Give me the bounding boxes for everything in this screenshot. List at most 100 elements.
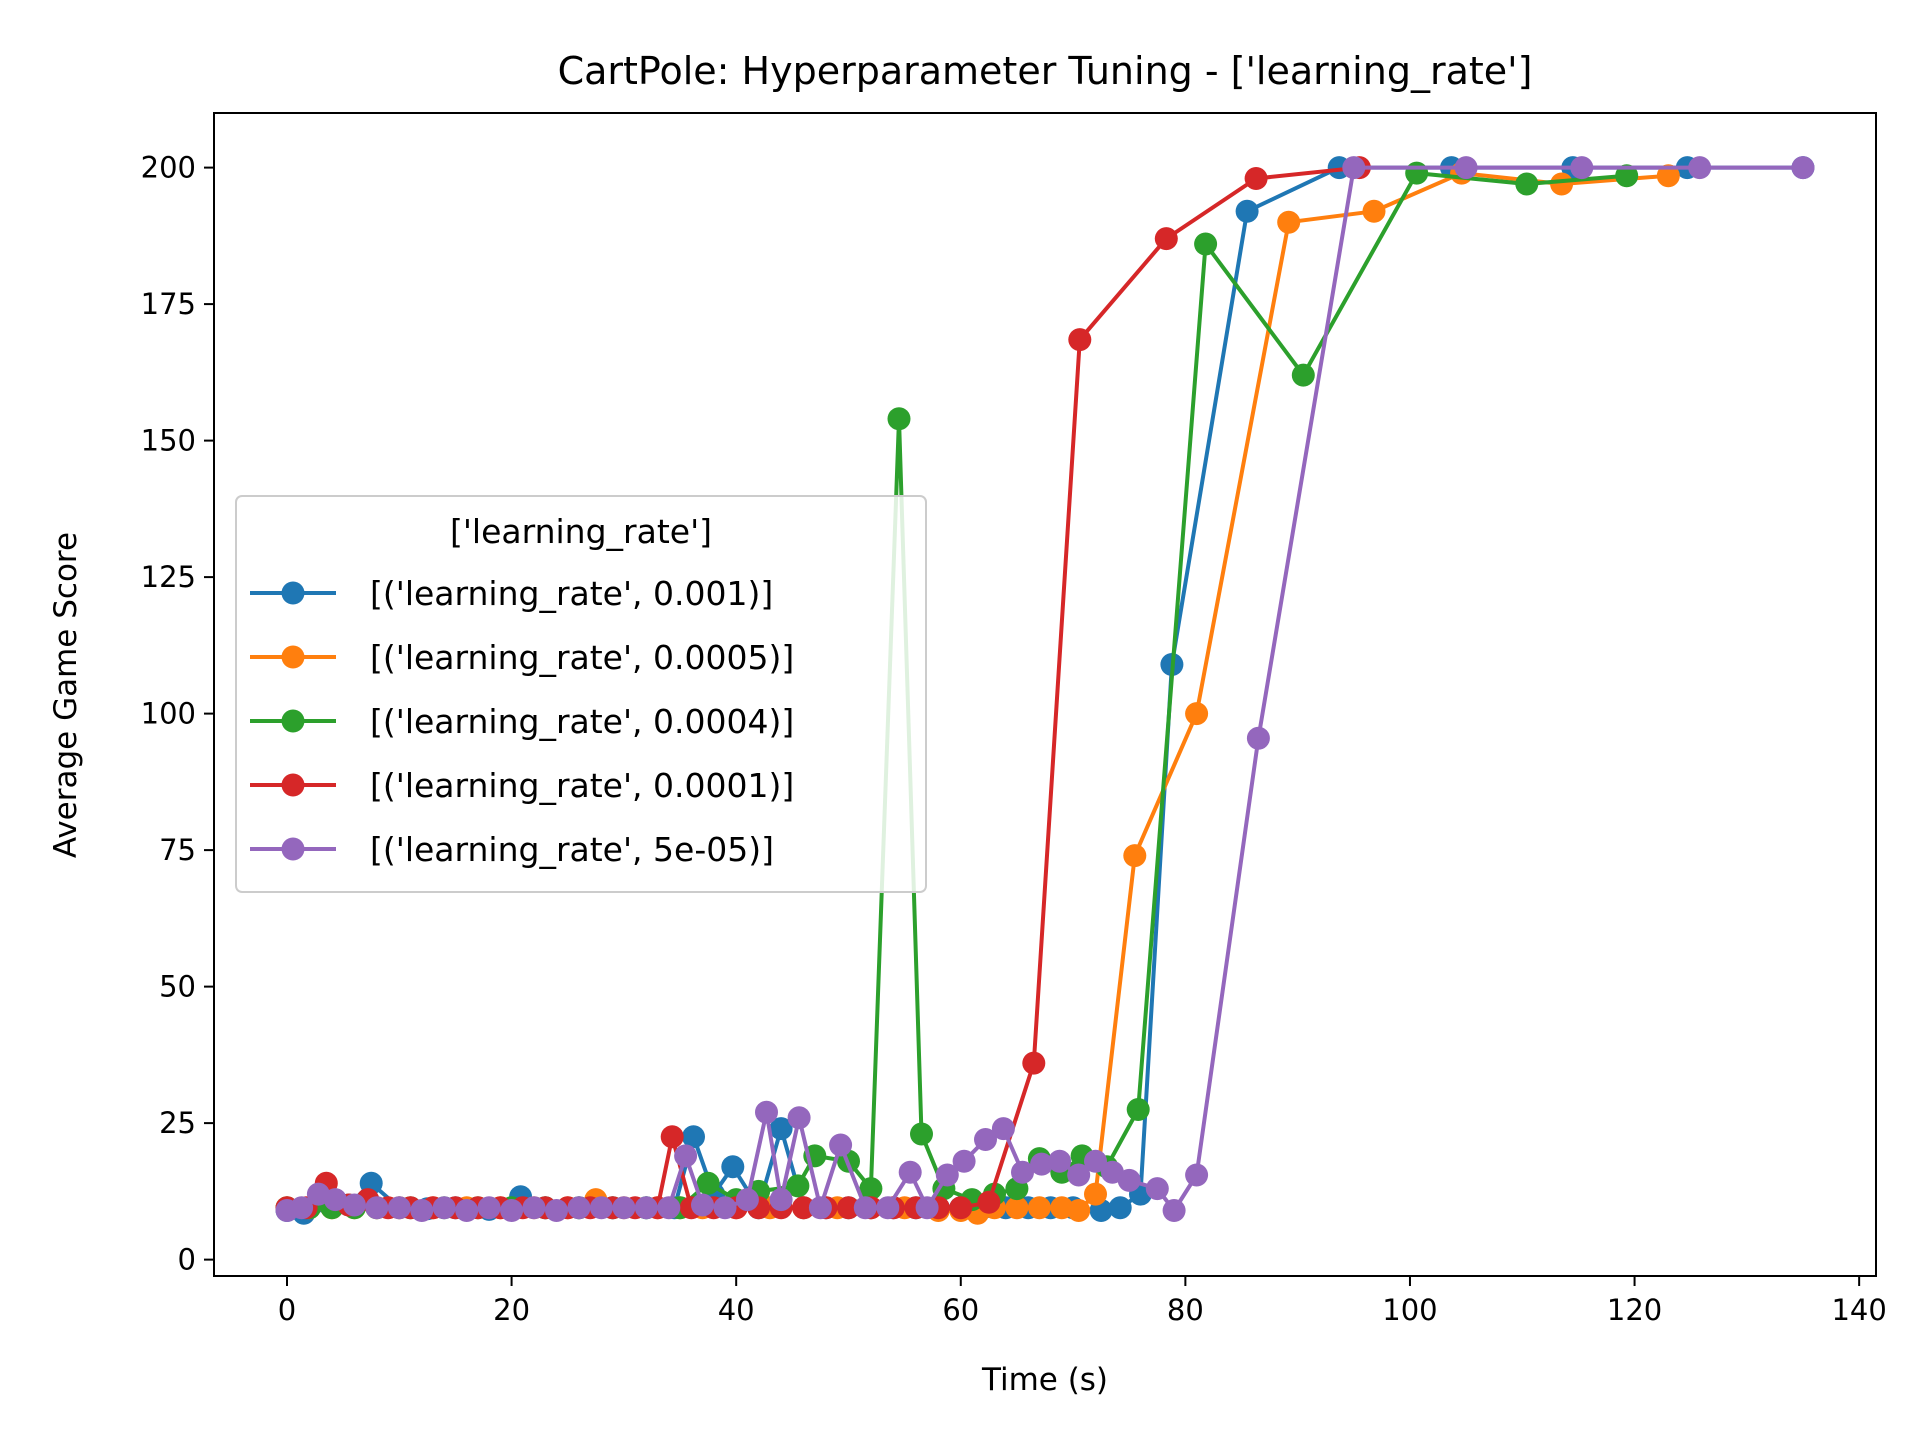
data-point (1067, 1163, 1091, 1187)
data-point (1126, 1098, 1150, 1121)
legend-entries: [('learning_rate', 0.001)] [('learning_ra… (250, 574, 794, 869)
legend: ['learning_rate'] [('learning_rate', 0.0… (235, 495, 927, 893)
data-point (674, 1144, 698, 1168)
data-point (290, 1196, 314, 1220)
data-point (915, 1196, 939, 1220)
data-point (365, 1196, 389, 1220)
data-point (769, 1117, 793, 1141)
data-point (1515, 172, 1539, 196)
series-4 (275, 156, 1815, 1222)
data-point (410, 1199, 434, 1222)
data-point (432, 1196, 456, 1220)
y-tick-label: 25 (159, 1106, 196, 1140)
data-point (1277, 210, 1301, 234)
y-tick-label: 50 (159, 970, 196, 1004)
legend-entry: [('learning_rate', 5e-05)] (250, 830, 774, 869)
data-point (455, 1199, 479, 1222)
data-point (769, 1188, 793, 1212)
data-point (1154, 227, 1178, 251)
legend-title: ['learning_rate'] (450, 512, 712, 551)
x-tick-label: 0 (278, 1293, 296, 1327)
data-point (887, 407, 911, 431)
data-point (387, 1196, 411, 1220)
data-point (1194, 232, 1218, 256)
y-tick-label: 75 (159, 833, 196, 867)
data-point (1030, 1152, 1054, 1176)
data-point (477, 1196, 501, 1220)
data-point (1117, 1168, 1141, 1192)
data-point (682, 1125, 705, 1149)
data-point (1011, 1160, 1034, 1184)
data-point (792, 1196, 816, 1220)
data-point (589, 1196, 613, 1220)
data-point (545, 1199, 568, 1222)
data-point (1068, 328, 1092, 352)
plot-frame (213, 112, 1877, 1277)
data-point (829, 1133, 853, 1157)
data-point (1570, 156, 1594, 180)
data-point (522, 1196, 546, 1220)
data-point (342, 1193, 366, 1217)
data-point (1185, 1163, 1209, 1187)
data-point (1342, 156, 1366, 180)
data-point (1048, 1149, 1072, 1173)
data-point (1084, 1182, 1107, 1206)
data-point (323, 1188, 347, 1212)
data-point (974, 1128, 997, 1151)
legend-marker (281, 645, 305, 669)
legend-label: [('learning_rate', 5e-05)] (370, 830, 774, 869)
x-tick-label: 60 (942, 1293, 979, 1327)
legend-marker (281, 837, 305, 861)
data-point (755, 1100, 778, 1124)
data-point (1162, 1199, 1186, 1222)
data-point (1688, 156, 1712, 180)
data-point (1108, 1196, 1132, 1220)
legend-entry: [('learning_rate', 0.0005)] (250, 638, 794, 677)
data-point (1067, 1199, 1091, 1222)
x-axis-label: Time (s) (981, 1362, 1108, 1398)
data-point (949, 1196, 973, 1220)
data-point (977, 1190, 1001, 1214)
data-point (721, 1155, 745, 1179)
data-point (696, 1171, 720, 1195)
data-point (612, 1196, 636, 1220)
legend-marker (281, 581, 305, 605)
data-point (1246, 726, 1270, 750)
data-point (910, 1122, 933, 1146)
y-tick-label: 100 (141, 697, 196, 731)
legend-box (235, 495, 927, 893)
legend-label: [('learning_rate', 0.0004)] (370, 702, 794, 741)
legend-entry: [('learning_rate', 0.001)] (250, 574, 773, 613)
y-tick-label: 200 (141, 151, 196, 185)
x-axis: 0 20 40 60 80 100 120 140 (278, 1276, 1887, 1327)
x-tick-label: 80 (1167, 1293, 1204, 1327)
chart-title: CartPole: Hyperparameter Tuning - ['lear… (558, 49, 1533, 93)
x-tick-label: 140 (1831, 1293, 1886, 1327)
data-point (808, 1196, 832, 1220)
data-point (898, 1160, 922, 1184)
data-point (935, 1163, 959, 1187)
y-tick-label: 0 (178, 1243, 196, 1277)
data-point (991, 1117, 1015, 1141)
x-tick-label: 40 (718, 1293, 755, 1327)
legend-label: [('learning_rate', 0.001)] (370, 574, 773, 613)
data-point (634, 1196, 658, 1220)
data-point (1244, 167, 1268, 190)
data-point (1291, 363, 1315, 387)
data-point (1022, 1051, 1046, 1075)
y-axis: 0 25 50 75 100 125 150 175 200 (141, 151, 214, 1277)
data-point (952, 1149, 976, 1173)
data-point (876, 1196, 900, 1220)
data-point (567, 1196, 591, 1220)
data-point (1050, 1196, 1074, 1220)
data-point (837, 1196, 860, 1220)
data-point (1123, 844, 1147, 868)
legend-label: [('learning_rate', 0.0005)] (370, 638, 794, 677)
x-tick-label: 20 (493, 1293, 530, 1327)
data-point (1145, 1177, 1169, 1201)
y-tick-label: 125 (141, 560, 196, 594)
data-point (657, 1196, 681, 1220)
data-point (1027, 1196, 1051, 1220)
data-point (1405, 161, 1429, 185)
